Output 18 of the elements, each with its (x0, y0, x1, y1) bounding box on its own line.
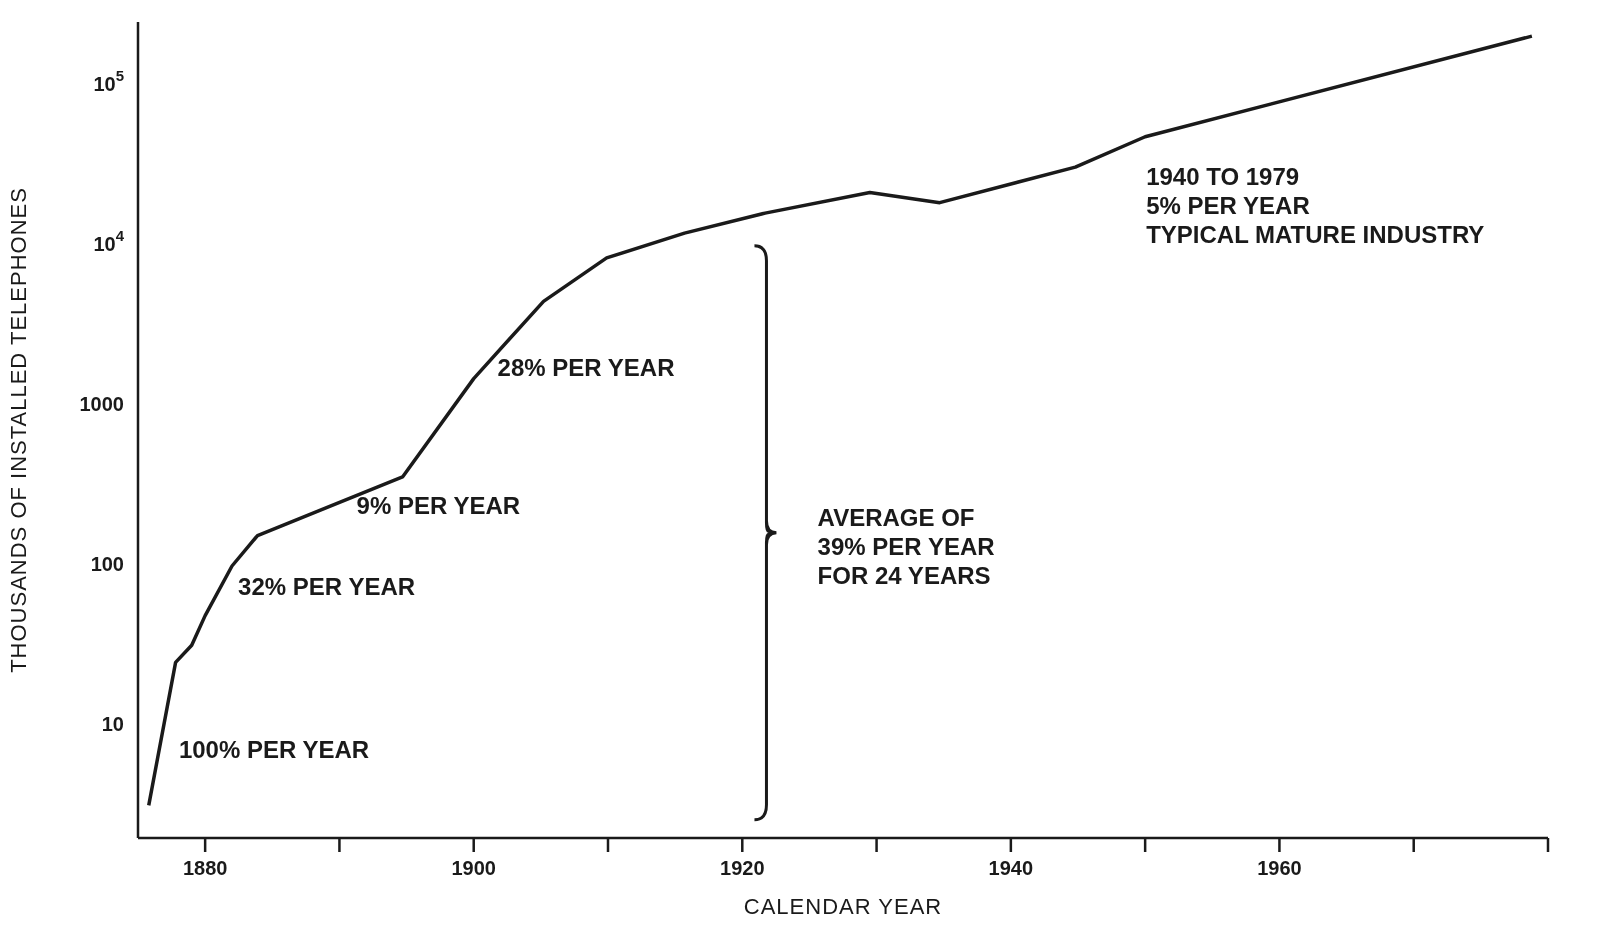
x-tick-label: 1960 (1257, 857, 1302, 880)
annotation: 9% PER YEAR (356, 491, 521, 519)
annotation: 28% PER YEAR (497, 354, 675, 382)
annotation: AVERAGE OF 39% PER YEAR FOR 24 YEARS (817, 504, 995, 590)
x-tick-label: 1900 (451, 857, 496, 880)
x-tick-label: 1920 (720, 857, 765, 880)
y-tick-label: 1000 (79, 393, 124, 416)
y-tick-label: 100 (90, 553, 124, 576)
annotation: 100% PER YEAR (178, 736, 370, 764)
x-tick-label: 1940 (988, 857, 1034, 880)
y-tick-label: 10$^{4}$ (93, 227, 125, 256)
y-tick-label: 10 (101, 713, 124, 736)
y-tick-label: 10$^{5}$ (93, 67, 124, 95)
y-axis-title: THOUSANDS OF INSTALLED TELEPHONES (5, 187, 31, 673)
annotation: 1940 TO 1979 5% PER YEAR TYPICAL MATURE INDUSTRY (1146, 163, 1485, 249)
annotation: 32% PER YEAR (238, 573, 416, 601)
x-tick-label: 1880 (182, 857, 228, 880)
x-axis-title: CALENDAR YEAR (743, 894, 943, 919)
